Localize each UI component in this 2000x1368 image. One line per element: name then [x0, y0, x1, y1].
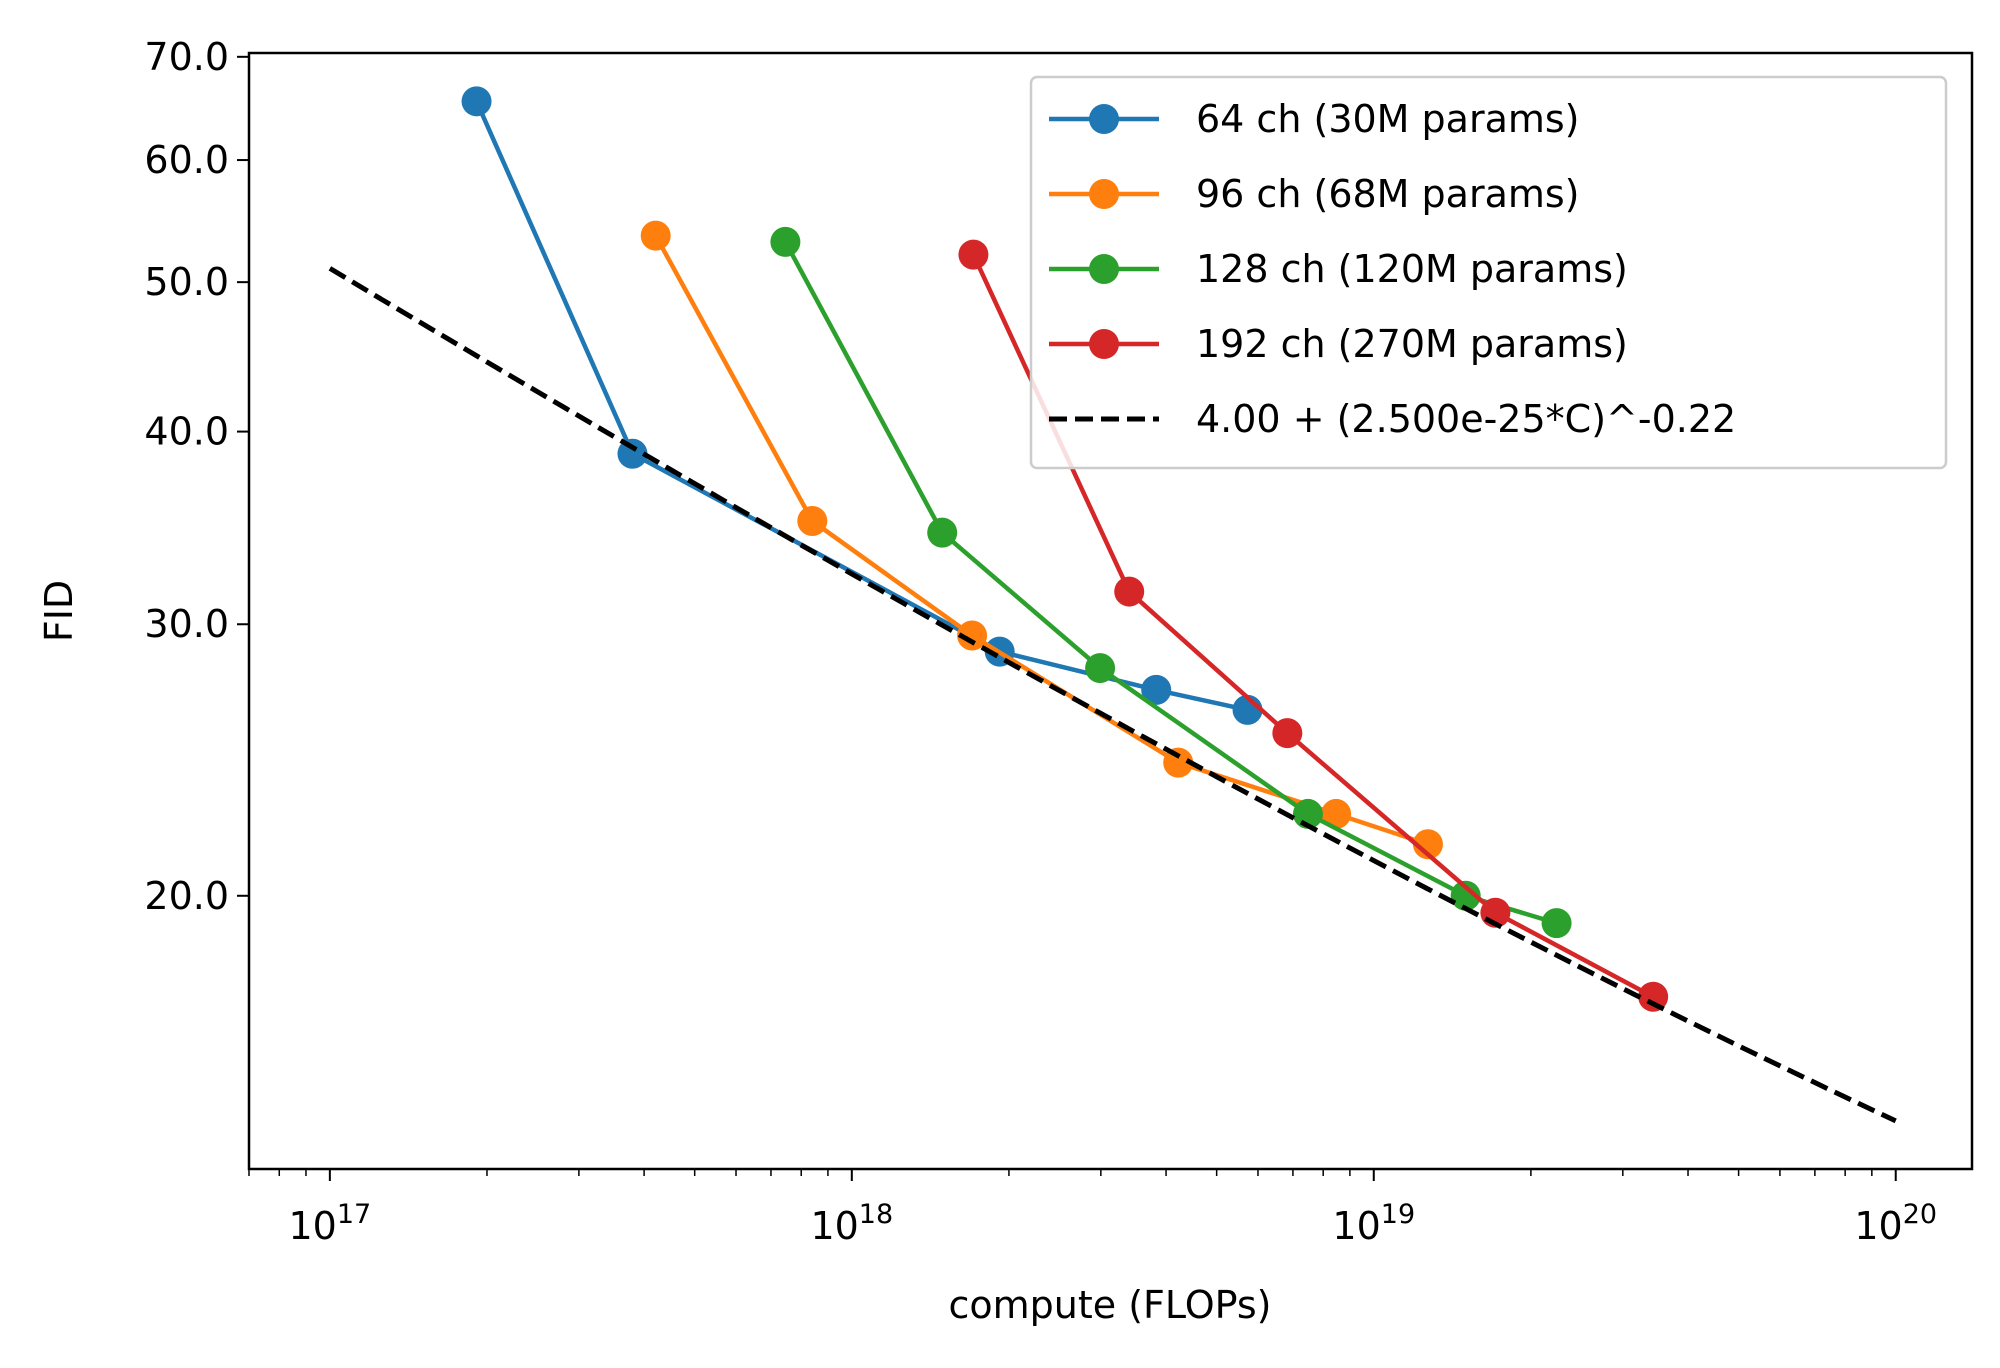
- legend-marker: [1089, 329, 1119, 359]
- data-point: [1541, 908, 1572, 939]
- y-tick-label: 30.0: [144, 602, 229, 646]
- legend-label: 192 ch (270M params): [1196, 322, 1628, 366]
- x-tick-base: 10: [1332, 1204, 1380, 1248]
- legend-entry: 4.00 + (2.500e-25*C)^-0.22: [1049, 397, 1736, 441]
- x-tick-base: 10: [288, 1204, 336, 1248]
- data-point: [797, 506, 828, 537]
- legend-marker: [1089, 254, 1119, 284]
- data-point: [958, 239, 989, 270]
- data-point: [1114, 576, 1145, 607]
- x-tick-label: 1019: [1332, 1199, 1415, 1248]
- y-tick-label: 70.0: [144, 35, 229, 79]
- y-tick-label: 20.0: [144, 874, 229, 918]
- legend-entry: 192 ch (270M params): [1049, 322, 1628, 366]
- legend-label: 4.00 + (2.500e-25*C)^-0.22: [1196, 397, 1736, 441]
- data-point: [461, 86, 492, 117]
- x-tick-exponent: 19: [1381, 1199, 1415, 1230]
- legend-entry: 128 ch (120M params): [1049, 247, 1628, 291]
- data-point: [1141, 674, 1172, 705]
- data-point: [1450, 880, 1481, 911]
- data-point: [1163, 747, 1194, 778]
- legend-entry: 64 ch (30M params): [1049, 97, 1580, 141]
- data-point: [1085, 653, 1116, 684]
- x-tick-label: 1020: [1854, 1199, 1937, 1248]
- axes-frame: [247, 51, 1974, 1171]
- x-axis-label: compute (FLOPs): [949, 1283, 1272, 1327]
- data-point: [1412, 829, 1443, 860]
- x-tick-label: 1017: [288, 1199, 371, 1248]
- y-tick-label: 60.0: [144, 138, 229, 182]
- data-point: [927, 517, 958, 548]
- x-tick-exponent: 17: [337, 1199, 371, 1230]
- legend-label: 64 ch (30M params): [1196, 97, 1580, 141]
- x-tick-base: 10: [810, 1204, 858, 1248]
- x-tick-label: 1018: [810, 1199, 893, 1248]
- legend-box: [1029, 75, 1948, 470]
- y-tick-label: 50.0: [144, 260, 229, 304]
- data-point: [640, 220, 671, 251]
- y-tick-label: 40.0: [144, 410, 229, 454]
- x-tick-exponent: 20: [1903, 1199, 1937, 1230]
- plot-area: [328, 86, 1897, 1124]
- data-point: [617, 438, 648, 469]
- data-point: [1272, 718, 1303, 749]
- legend-marker: [1089, 179, 1119, 209]
- data-point: [1638, 981, 1669, 1012]
- data-point: [770, 226, 801, 257]
- y-axis-label: FID: [37, 580, 81, 642]
- data-point: [1321, 798, 1352, 829]
- legend-marker: [1089, 104, 1119, 134]
- data-point: [957, 620, 988, 651]
- x-tick-base: 10: [1854, 1204, 1902, 1248]
- legend-label: 128 ch (120M params): [1196, 247, 1628, 291]
- x-tick-exponent: 18: [859, 1199, 893, 1230]
- data-point: [1292, 798, 1323, 829]
- legend-label: 96 ch (68M params): [1196, 172, 1580, 216]
- fit-line: [328, 266, 1897, 1124]
- legend-entry: 96 ch (68M params): [1049, 172, 1580, 216]
